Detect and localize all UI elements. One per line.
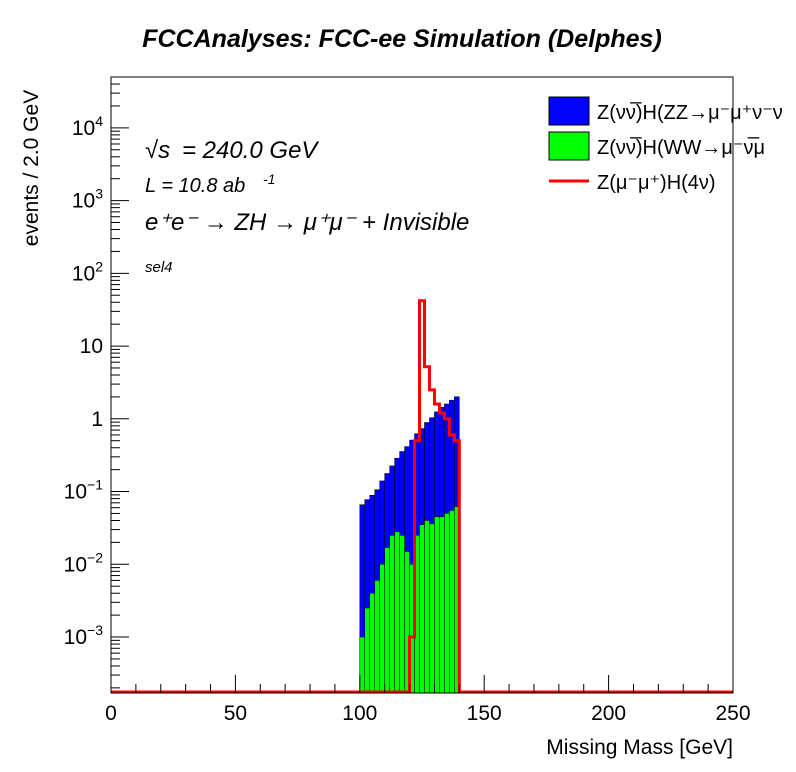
ticks-layer: 0 50 100 150 200 250 10−3 10−2 10−1 1 10 102 103 104 — [64, 76, 751, 725]
bar-ww-14 — [429, 523, 435, 694]
line-layer — [111, 299, 733, 694]
bar-ww-15 — [434, 516, 440, 694]
bar-ww-13 — [424, 520, 430, 694]
y-tick-label: 104 — [72, 113, 103, 140]
bar-ww-12 — [419, 524, 425, 694]
x-tick-label-200: 200 — [591, 702, 626, 725]
x-tick-label-150: 150 — [467, 702, 502, 725]
bar-ww-8 — [399, 535, 405, 694]
plot-frame — [110, 76, 734, 694]
lumi-text: L = 10.8 ab — [145, 175, 245, 197]
bar-ww-7 — [394, 531, 400, 694]
y-tick-label: 10−2 — [64, 549, 104, 576]
y-tick-label: 1 — [91, 408, 103, 431]
bar-ww-0 — [359, 636, 366, 694]
bar-ww-16 — [439, 516, 445, 694]
x-axis-label: Missing Mass [GeV] — [546, 736, 733, 759]
energy-annotation: √s = 240.0 GeV — [145, 137, 319, 164]
x-tick-label-250: 250 — [715, 702, 750, 725]
process-annotation: e⁺e⁻ → ZH → μ⁺μ⁻ + Invisible — [145, 209, 469, 236]
bar-ww-2 — [369, 592, 375, 694]
sqrt-s-symbol: √s — [145, 137, 170, 164]
y-tick-label: 10−1 — [64, 477, 104, 504]
bars-layer — [359, 396, 460, 694]
legend-label-ww: Z(νν̅)H(WW→μ⁻ν̅μ — [597, 136, 765, 159]
legend-swatch-ww — [548, 131, 590, 161]
bar-ww-17 — [444, 513, 450, 694]
lumi-exponent: -1 — [263, 171, 275, 187]
bar-ww-6 — [389, 535, 395, 694]
y-tick-label: 10 — [80, 335, 103, 358]
x-tick-label-0: 0 — [105, 702, 117, 725]
plot-area: 0 50 100 150 200 250 10−3 10−2 10−1 1 10 102 103 104 — [64, 76, 751, 725]
bar-ww-18 — [449, 510, 455, 694]
x-tick-label-100: 100 — [342, 702, 377, 725]
legend: Z(νν̅)H(ZZ→μ⁻μ⁺ν⁻ν Z(νν̅)H(WW→μ⁻ν̅μ Z(μ⁻… — [548, 96, 783, 194]
y-axis-label: events / 2.0 GeV — [20, 90, 43, 246]
y-tick-label: 102 — [72, 258, 103, 285]
bar-ww-5 — [384, 547, 390, 694]
y-tick-label: 10−3 — [64, 622, 104, 649]
signal-line — [111, 299, 733, 694]
sqrt-s-value: = 240.0 GeV — [182, 137, 319, 164]
lumi-annotation: L = 10.8 ab -1 — [145, 171, 275, 197]
bar-ww-1 — [364, 607, 371, 694]
legend-label-zz: Z(νν̅)H(ZZ→μ⁻μ⁺ν⁻ν — [597, 101, 783, 124]
x-tick-label-50: 50 — [224, 702, 247, 725]
selection-annotation: sel4 — [145, 259, 173, 276]
bar-ww-4 — [379, 564, 385, 694]
legend-swatch-zz — [548, 96, 590, 126]
y-tick-label: 103 — [72, 186, 103, 213]
bar-ww-3 — [374, 580, 380, 694]
chart-title: FCCAnalyses: FCC-ee Simulation (Delphes) — [142, 25, 662, 53]
legend-label-signal: Z(μ⁻μ⁺)H(4ν) — [597, 172, 716, 194]
